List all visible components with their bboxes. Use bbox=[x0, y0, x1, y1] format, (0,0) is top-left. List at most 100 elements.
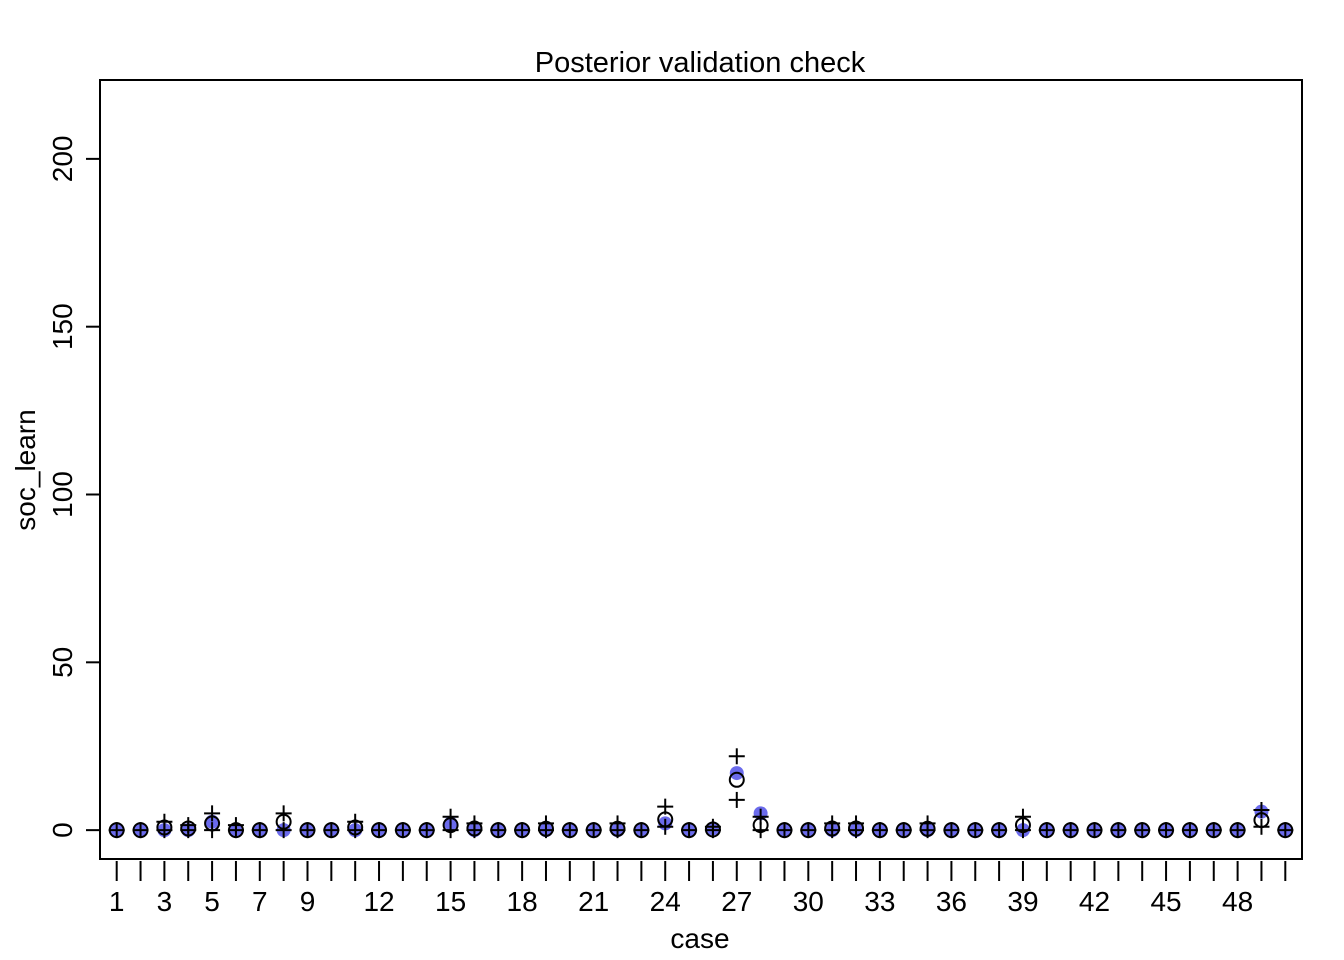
interval-marker bbox=[299, 822, 316, 839]
mean-point bbox=[681, 822, 698, 839]
interval-marker bbox=[752, 808, 769, 825]
mean-point bbox=[1134, 822, 1151, 839]
mean-point bbox=[561, 822, 578, 839]
mean-point bbox=[1086, 822, 1103, 839]
mean-point bbox=[132, 822, 149, 839]
x-tick-label: 30 bbox=[793, 886, 824, 917]
mean-point bbox=[824, 820, 841, 837]
y-tick-label: 100 bbox=[47, 471, 78, 518]
interval-marker bbox=[251, 822, 268, 839]
y-tick-label: 200 bbox=[47, 136, 78, 183]
mean-point bbox=[704, 821, 721, 838]
mean-point bbox=[371, 822, 388, 839]
y-tick-label: 150 bbox=[47, 303, 78, 350]
x-tick-label: 45 bbox=[1150, 886, 1181, 917]
mean-point bbox=[275, 813, 292, 830]
interval-marker bbox=[728, 791, 745, 808]
interval-marker bbox=[1229, 822, 1246, 839]
mean-point bbox=[537, 820, 554, 837]
mean-point bbox=[204, 815, 221, 832]
mean-point bbox=[323, 822, 340, 839]
interval-marker bbox=[132, 822, 149, 839]
mean-point bbox=[299, 822, 316, 839]
mean-point bbox=[871, 822, 888, 839]
interval-marker bbox=[991, 822, 1008, 839]
mean-point bbox=[633, 822, 650, 839]
interval-marker bbox=[895, 822, 912, 839]
mean-point bbox=[848, 820, 865, 837]
interval-marker bbox=[1181, 822, 1198, 839]
interval-marker bbox=[275, 805, 292, 822]
y-axis: 0 50 100 150 200 bbox=[47, 136, 101, 838]
mean-point bbox=[1277, 822, 1294, 839]
x-tick-label: 1 bbox=[109, 886, 125, 917]
interval-marker bbox=[1062, 822, 1079, 839]
interval-marker bbox=[1253, 801, 1270, 818]
interval-marker bbox=[323, 822, 340, 839]
mean-series bbox=[108, 771, 1294, 839]
mean-point bbox=[1014, 817, 1031, 834]
x-tick-label: 36 bbox=[936, 886, 967, 917]
mean-point bbox=[1229, 822, 1246, 839]
mean-point bbox=[490, 822, 507, 839]
interval-marker bbox=[442, 808, 459, 825]
x-tick-label: 48 bbox=[1222, 886, 1253, 917]
interval-marker bbox=[1158, 822, 1175, 839]
interval-marker bbox=[1277, 822, 1294, 839]
mean-point bbox=[728, 771, 745, 788]
mean-point bbox=[776, 822, 793, 839]
x-tick-label: 15 bbox=[435, 886, 466, 917]
mean-point bbox=[442, 817, 459, 834]
mean-point bbox=[1062, 822, 1079, 839]
interval-marker bbox=[1086, 822, 1103, 839]
x-tick-label: 42 bbox=[1079, 886, 1110, 917]
mean-point bbox=[1110, 822, 1127, 839]
mean-point bbox=[752, 817, 769, 834]
mean-point bbox=[394, 822, 411, 839]
interval-marker bbox=[275, 822, 292, 839]
interval-marker bbox=[1014, 808, 1031, 825]
interval-marker bbox=[585, 822, 602, 839]
interval-marker bbox=[681, 822, 698, 839]
x-tick-label: 9 bbox=[300, 886, 316, 917]
x-tick-label: 7 bbox=[252, 886, 268, 917]
x-axis: 1 3 5 7 9 12 15 18 21 24 27 30 33 36 39 42 45 48 bbox=[109, 861, 1287, 917]
interval-marker bbox=[943, 822, 960, 839]
mean-point bbox=[251, 822, 268, 839]
mean-point bbox=[1253, 812, 1270, 829]
y-tick-label: 50 bbox=[47, 647, 78, 678]
mean-point bbox=[895, 822, 912, 839]
x-tick-label: 27 bbox=[721, 886, 752, 917]
interval-marker bbox=[728, 748, 745, 765]
interval-marker bbox=[633, 822, 650, 839]
x-tick-label: 39 bbox=[1007, 886, 1038, 917]
interval-marker bbox=[561, 822, 578, 839]
interval-marker bbox=[1038, 822, 1055, 839]
interval-marker bbox=[1110, 822, 1127, 839]
x-tick-label: 5 bbox=[204, 886, 220, 917]
interval-marker bbox=[204, 805, 221, 822]
y-axis-title: soc_learn bbox=[10, 409, 41, 530]
interval-marker bbox=[490, 822, 507, 839]
interval-marker bbox=[967, 822, 984, 839]
mean-point bbox=[514, 822, 531, 839]
mean-point bbox=[919, 820, 936, 837]
x-tick-label: 12 bbox=[363, 886, 394, 917]
x-tick-label: 21 bbox=[578, 886, 609, 917]
interval-marker bbox=[1134, 822, 1151, 839]
mean-point bbox=[657, 811, 674, 828]
x-tick-label: 18 bbox=[507, 886, 538, 917]
x-tick-label: 33 bbox=[864, 886, 895, 917]
interval-marker bbox=[776, 822, 793, 839]
mean-point bbox=[227, 822, 244, 839]
mean-point bbox=[180, 820, 197, 837]
interval-marker bbox=[871, 822, 888, 839]
mean-point bbox=[991, 822, 1008, 839]
x-tick-label: 3 bbox=[157, 886, 173, 917]
interval-marker bbox=[108, 822, 125, 839]
mean-point bbox=[943, 822, 960, 839]
mean-point bbox=[466, 820, 483, 837]
interval-marker bbox=[1205, 822, 1222, 839]
